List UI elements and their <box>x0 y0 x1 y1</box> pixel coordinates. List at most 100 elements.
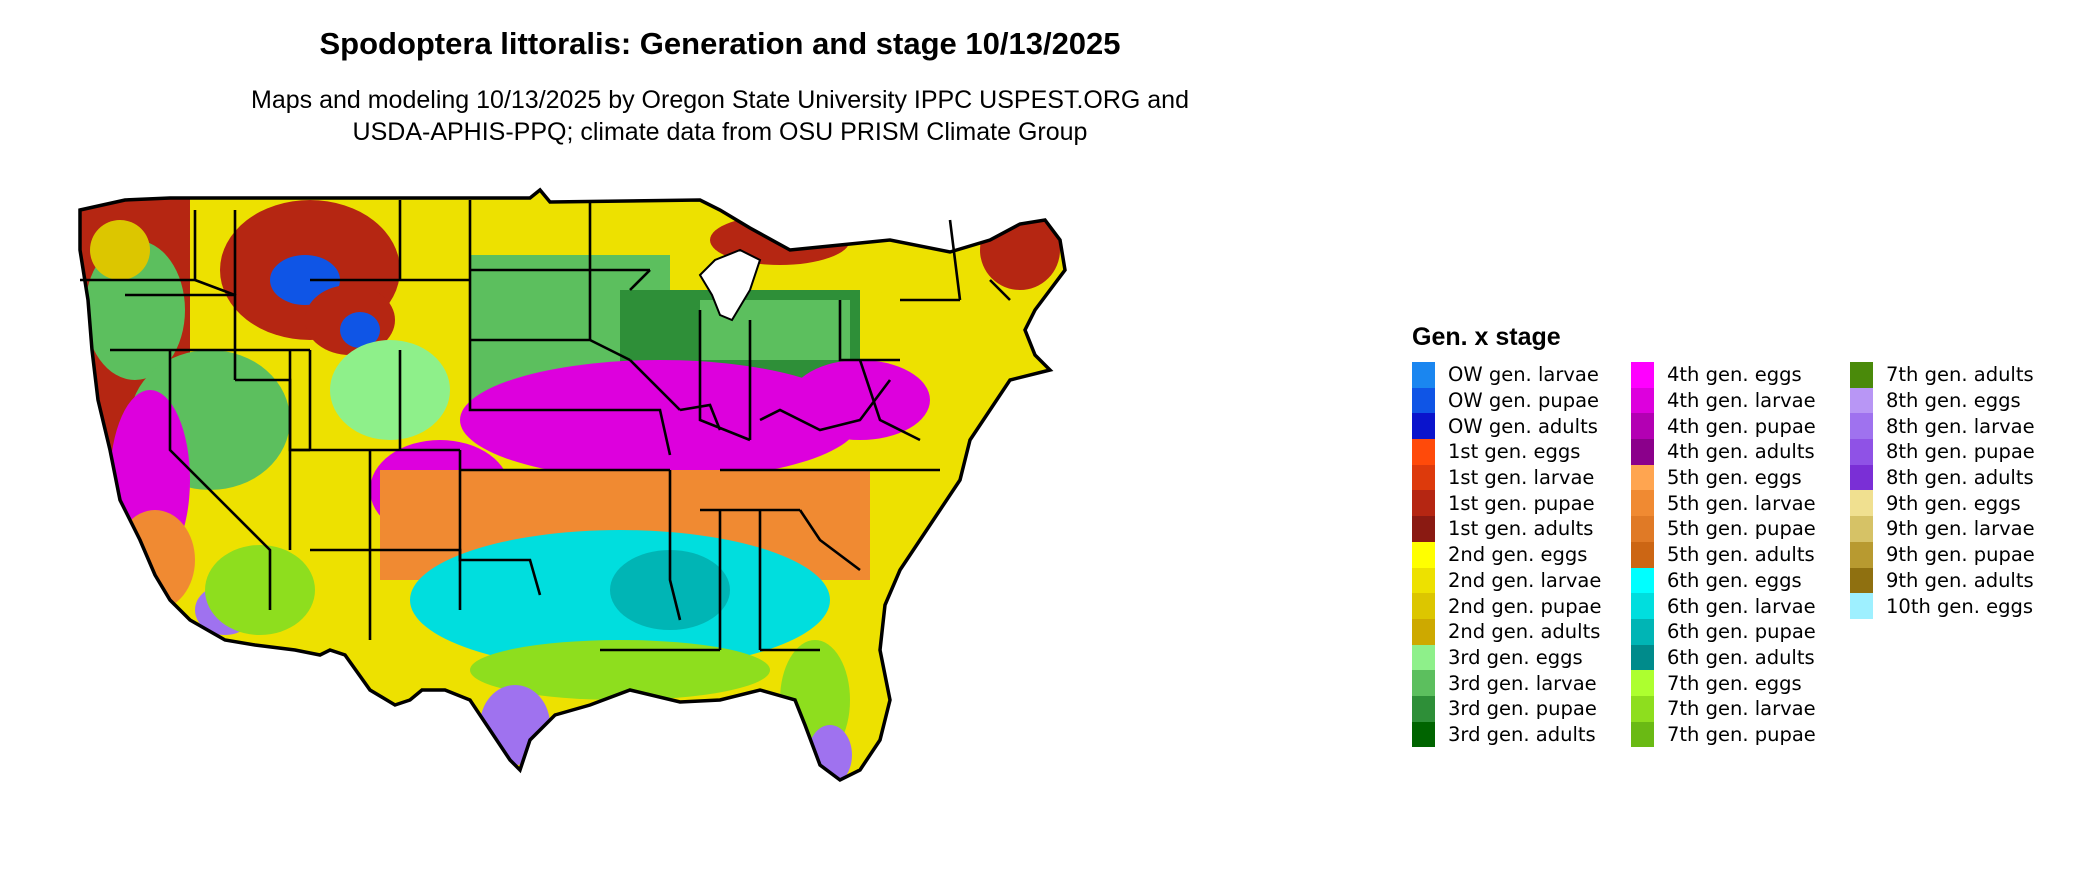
legend-label: OW gen. adults <box>1448 414 1598 438</box>
legend-swatch <box>1631 567 1654 594</box>
legend-item: 7th gen. larvae <box>1631 695 1850 722</box>
legend-item: 2nd gen. larvae <box>1412 567 1631 594</box>
legend-swatch <box>1412 439 1435 465</box>
legend-label: 3rd gen. adults <box>1448 722 1596 746</box>
colorado-green-region <box>330 340 450 440</box>
legend-swatch <box>1850 593 1873 619</box>
legend-label: 9th gen. larvae <box>1886 517 2035 541</box>
legend-label: 4th gen. larvae <box>1667 389 1816 413</box>
legend-label: 9th gen. pupae <box>1886 543 2035 567</box>
legend-column: OW gen. larvae OW gen. pupae OW gen. adult… <box>1412 362 1631 748</box>
california-orange-region <box>115 510 195 610</box>
legend-label: 5th gen. adults <box>1667 543 1815 567</box>
legend-item: 4th gen. larvae <box>1631 387 1850 414</box>
legend-label: 1st gen. larvae <box>1448 466 1595 490</box>
legend-swatch <box>1631 439 1654 465</box>
legend-label: 6th gen. pupae <box>1667 620 1816 644</box>
legend-title: Gen. x stage <box>1412 323 1561 351</box>
legend-item: 8th gen. larvae <box>1850 413 2069 440</box>
legend-label: 9th gen. adults <box>1886 568 2034 592</box>
legend-swatch <box>1631 644 1654 671</box>
legend-item: 5th gen. adults <box>1631 541 1850 568</box>
legend-item: 3rd gen. adults <box>1412 721 1631 748</box>
legend-swatch <box>1631 362 1654 388</box>
legend-item: 6th gen. eggs <box>1631 567 1850 594</box>
legend-item: 6th gen. adults <box>1631 644 1850 671</box>
legend-label: 7th gen. larvae <box>1667 697 1816 721</box>
legend-swatch <box>1631 464 1654 491</box>
legend-item: OW gen. larvae <box>1412 362 1631 388</box>
legend-label: 7th gen. eggs <box>1667 671 1802 695</box>
legend-item: OW gen. pupae <box>1412 387 1631 414</box>
legend-swatch <box>1412 721 1435 748</box>
legend-swatch <box>1412 644 1435 671</box>
legend-label: 2nd gen. eggs <box>1448 543 1588 567</box>
legend-swatch <box>1631 670 1654 696</box>
legend-label: 7th gen. adults <box>1886 363 2034 387</box>
subtitle-line-2: USDA-APHIS-PPQ; climate data from OSU PR… <box>352 118 1088 146</box>
legend-label: 2nd gen. adults <box>1448 620 1601 644</box>
legend-item: 1st gen. pupae <box>1412 490 1631 517</box>
legend-column: 7th gen. adults 8th gen. eggs 8th gen. lar… <box>1850 362 2069 747</box>
arizona-lime-region <box>205 545 315 635</box>
legend-swatch <box>1412 413 1435 440</box>
legend-swatch <box>1850 464 1873 491</box>
legend-item: OW gen. adults <box>1412 413 1631 440</box>
legend-swatch <box>1631 695 1654 722</box>
legend-item: 9th gen. pupae <box>1850 541 2069 568</box>
legend-item: 1st gen. eggs <box>1412 439 1631 465</box>
legend-swatch <box>1631 516 1654 542</box>
legend-swatch <box>1412 618 1435 645</box>
legend-label: 5th gen. pupae <box>1667 517 1816 541</box>
legend-item: 2nd gen. eggs <box>1412 541 1631 568</box>
wyoming-blue-patch <box>340 312 380 348</box>
legend-label: 4th gen. eggs <box>1667 363 1802 387</box>
legend-item: 9th gen. larvae <box>1850 516 2069 542</box>
legend-item: 6th gen. larvae <box>1631 593 1850 619</box>
legend-label: 5th gen. larvae <box>1667 491 1816 515</box>
gulf-coast-lime <box>470 640 770 700</box>
legend-swatch <box>1631 593 1654 619</box>
map-legend: Gen. x stage OW gen. larvae OW gen. pupae… <box>1412 323 2069 748</box>
legend-swatch <box>1850 387 1873 414</box>
legend-item: 4th gen. adults <box>1631 439 1850 465</box>
legend-swatch <box>1631 541 1654 568</box>
gulf-teal-region <box>610 550 730 630</box>
legend-label: 6th gen. larvae <box>1667 594 1816 618</box>
legend-label: 9th gen. eggs <box>1886 491 2021 515</box>
central-magenta-band <box>460 360 860 480</box>
legend-label: 8th gen. eggs <box>1886 389 2021 413</box>
legend-swatch <box>1412 464 1435 491</box>
legend-swatch <box>1850 439 1873 465</box>
legend-label: 6th gen. adults <box>1667 645 1815 669</box>
legend-label: 6th gen. eggs <box>1667 568 1802 592</box>
map-title: Spodoptera littoralis: Generation and st… <box>319 26 1121 61</box>
legend-swatch <box>1412 516 1435 542</box>
legend-swatch <box>1850 413 1873 440</box>
legend-swatch <box>1631 721 1654 748</box>
legend-swatch <box>1412 567 1435 594</box>
legend-swatch <box>1631 618 1654 645</box>
legend-swatch <box>1850 567 1873 594</box>
legend-swatch <box>1631 387 1654 414</box>
legend-label: OW gen. pupae <box>1448 389 1600 413</box>
legend-label: 8th gen. adults <box>1886 466 2034 490</box>
legend-label: 4th gen. adults <box>1667 440 1815 464</box>
legend-label: 10th gen. eggs <box>1886 594 2034 618</box>
legend-label: 1st gen. adults <box>1448 517 1594 541</box>
state-boundaries <box>80 200 1011 652</box>
legend-item: 1st gen. larvae <box>1412 464 1631 491</box>
legend-item: 1st gen. adults <box>1412 516 1631 542</box>
legend-label: 8th gen. larvae <box>1886 414 2035 438</box>
legend-swatch <box>1412 593 1435 619</box>
legend-item: 3rd gen. eggs <box>1412 644 1631 671</box>
legend-column: 4th gen. eggs 4th gen. larvae 4th gen. pup… <box>1631 362 1850 748</box>
legend-item: 4th gen. pupae <box>1631 413 1850 440</box>
legend-swatch <box>1412 362 1435 388</box>
legend-item: 4th gen. eggs <box>1631 362 1850 388</box>
legend-item: 6th gen. pupae <box>1631 618 1850 645</box>
legend-swatch <box>1631 413 1654 440</box>
legend-label: 8th gen. pupae <box>1886 440 2035 464</box>
legend-item: 8th gen. eggs <box>1850 387 2069 414</box>
legend-item: 8th gen. adults <box>1850 464 2069 491</box>
